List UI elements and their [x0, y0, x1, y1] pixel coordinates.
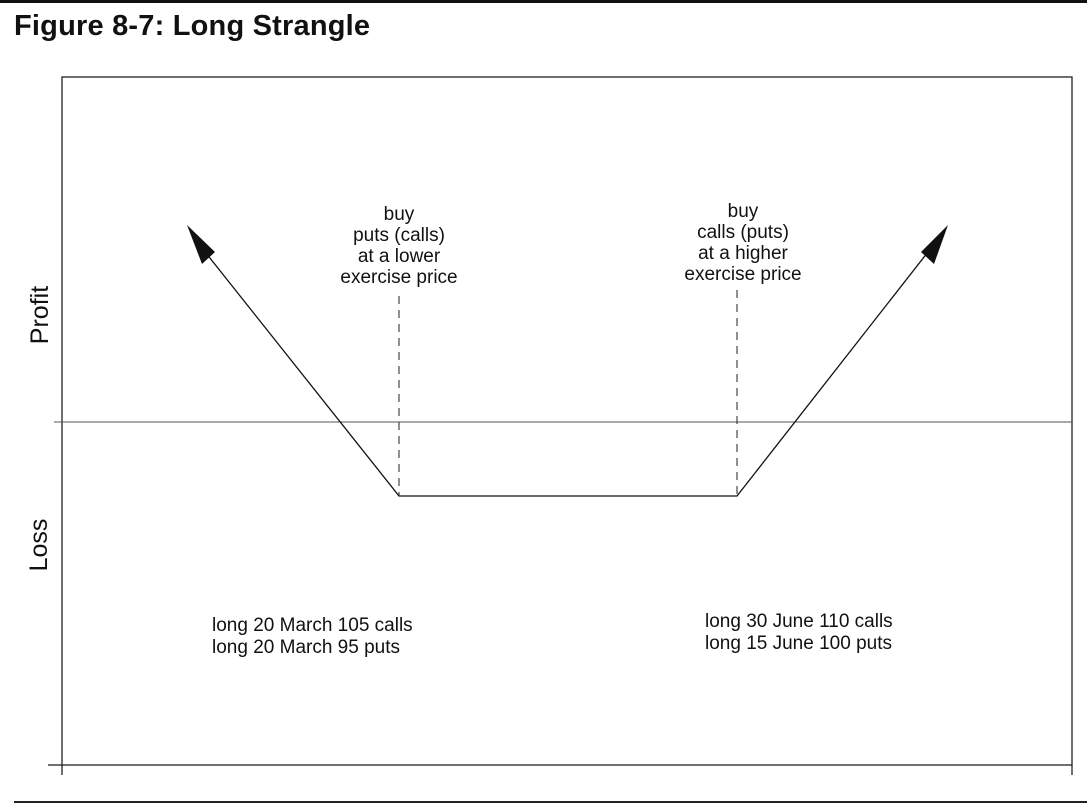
payoff-line	[197, 242, 936, 497]
top-rule	[0, 0, 1087, 3]
figure-title: Figure 8-7: Long Strangle	[14, 10, 371, 42]
higher-strike-line-2: calls (puts)	[697, 222, 789, 243]
right-position-line-2: long 15 June 100 puts	[705, 633, 892, 654]
higher-strike-annotation: buy calls (puts) at a higher exercise pr…	[655, 201, 831, 285]
left-position-example: long 20 March 105 calls long 20 March 95…	[212, 615, 413, 659]
higher-strike-line-1: buy	[727, 201, 759, 222]
right-arrowhead	[921, 225, 948, 264]
lower-strike-line-2: puts (calls)	[353, 225, 445, 246]
lower-strike-annotation: buy puts (calls) at a lower exercise pri…	[311, 204, 487, 288]
left-arrowhead	[187, 225, 215, 264]
higher-strike-line-3: at a higher	[698, 243, 788, 264]
lower-strike-line-3: at a lower	[357, 246, 441, 267]
lower-strike-line-1: buy	[383, 204, 415, 225]
lower-strike-line-4: exercise price	[340, 267, 458, 288]
left-position-line-2: long 20 March 95 puts	[212, 637, 401, 658]
higher-strike-line-4: exercise price	[684, 264, 802, 285]
left-position-line-1: long 20 March 105 calls	[212, 615, 413, 636]
plot-frame	[61, 76, 1073, 766]
loss-axis-label: Loss	[25, 518, 53, 572]
right-position-example: long 30 June 110 calls long 15 June 100 …	[705, 611, 893, 655]
bottom-rule	[14, 801, 1087, 803]
right-position-line-1: long 30 June 110 calls	[705, 611, 893, 632]
profit-axis-label: Profit	[26, 285, 54, 345]
